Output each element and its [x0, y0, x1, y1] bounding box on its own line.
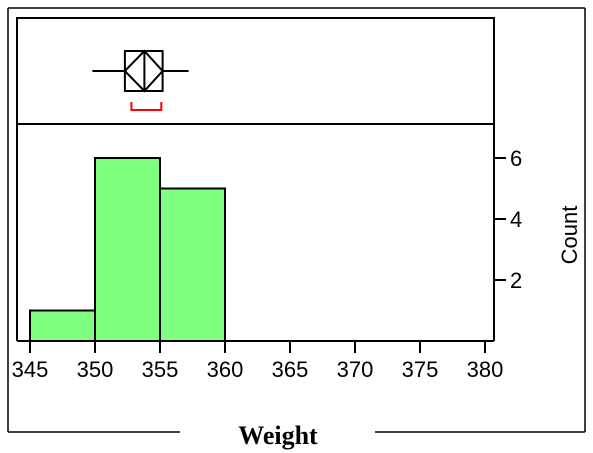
x-axis-title: Weight	[238, 421, 318, 450]
boxplot-panel	[16, 17, 495, 125]
shortest-half-bracket	[130, 102, 163, 111]
outer-frame	[7, 7, 586, 433]
y-tick-label-2: 2	[510, 268, 522, 293]
x-axis: 345 350 355 360 365 370 375 380	[12, 340, 504, 382]
y-axis-title: Count	[557, 206, 582, 265]
histogram-bars	[29, 157, 226, 342]
outlier-box-plot	[92, 49, 189, 111]
mean-diamond	[123, 49, 164, 93]
x-tick-label-375: 375	[402, 357, 439, 382]
x-tick-label-360: 360	[207, 357, 244, 382]
x-tick-label-370: 370	[337, 357, 374, 382]
y-tick-label-6: 6	[510, 146, 522, 171]
x-tick-label-350: 350	[77, 357, 114, 382]
x-tick-label-380: 380	[467, 357, 504, 382]
histogram-bar-3	[159, 187, 226, 342]
y-tick-label-4: 4	[510, 207, 522, 232]
histogram-bar-2	[94, 157, 161, 342]
y-axis: 2 4 6	[494, 146, 522, 293]
x-tick-label-365: 365	[272, 357, 309, 382]
histogram-panel	[16, 124, 495, 341]
histogram-bar-1	[29, 309, 96, 342]
x-tick-label-345: 345	[12, 357, 49, 382]
x-tick-label-355: 355	[142, 357, 179, 382]
